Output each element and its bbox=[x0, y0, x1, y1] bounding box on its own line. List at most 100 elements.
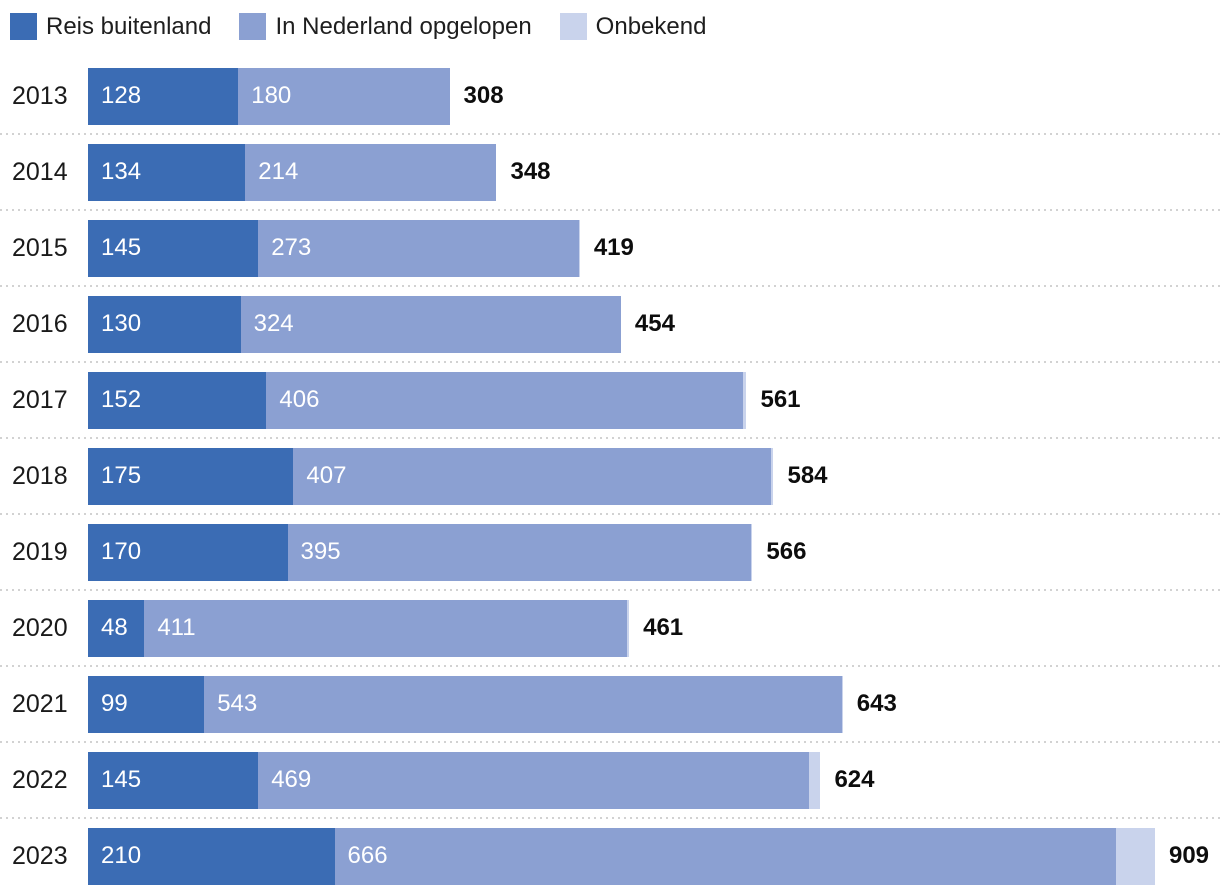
bar-segment-reis-buitenland: 170 bbox=[88, 523, 288, 581]
bar-segment-in-nederland-opgelopen: 543 bbox=[204, 675, 842, 733]
legend-item-in-nederland-opgelopen: In Nederland opgelopen bbox=[239, 13, 532, 40]
bar-value-label: 407 bbox=[306, 462, 347, 489]
total-label: 454 bbox=[634, 310, 675, 337]
year-label: 2020 bbox=[12, 613, 68, 642]
stacked-bar: 48 411 bbox=[88, 599, 630, 657]
bar-value-label: 145 bbox=[101, 766, 142, 793]
year-label: 2019 bbox=[12, 537, 68, 566]
stacked-bar: 130 324 bbox=[88, 295, 621, 353]
bar-segment-in-nederland-opgelopen: 406 bbox=[266, 371, 743, 429]
total-label: 461 bbox=[643, 614, 684, 641]
bar-segment-in-nederland-opgelopen: 395 bbox=[287, 523, 752, 581]
chart-row: 2019 170 395 566 bbox=[0, 514, 1220, 591]
total-label: 566 bbox=[766, 538, 807, 565]
year-label: 2016 bbox=[12, 309, 68, 338]
stacked-bar: 175 407 bbox=[88, 447, 774, 505]
year-label: 2021 bbox=[12, 689, 68, 718]
year-label: 2017 bbox=[12, 385, 68, 414]
bar-value-label: 324 bbox=[253, 310, 294, 337]
bar-value-label: 273 bbox=[271, 234, 312, 261]
chart-row: 2013 128 180 308 bbox=[0, 58, 1220, 135]
bar-segment-in-nederland-opgelopen: 407 bbox=[293, 447, 772, 505]
chart-row: 2021 99 543 643 bbox=[0, 666, 1220, 743]
chart-row: 2018 175 407 584 bbox=[0, 438, 1220, 515]
bar-segment-in-nederland-opgelopen: 324 bbox=[240, 295, 621, 353]
bar-value-label: 469 bbox=[271, 766, 312, 793]
total-label: 624 bbox=[834, 766, 875, 793]
bar-segment-reis-buitenland: 48 bbox=[88, 599, 145, 657]
bar-segment-reis-buitenland: 210 bbox=[88, 827, 335, 885]
legend-swatch-onbekend bbox=[559, 13, 587, 40]
bar-segment-in-nederland-opgelopen: 273 bbox=[258, 219, 579, 277]
chart-row: 2022 145 469 624 bbox=[0, 742, 1220, 819]
year-label: 2022 bbox=[12, 765, 68, 794]
bar-segment-onbekend bbox=[742, 371, 747, 429]
bar-value-label: 152 bbox=[101, 386, 142, 413]
bar-segment-onbekend bbox=[626, 599, 630, 657]
bar-segment-onbekend bbox=[771, 447, 774, 505]
bar-value-label: 130 bbox=[101, 310, 142, 337]
bar-value-label: 134 bbox=[101, 158, 142, 185]
bar-segment-in-nederland-opgelopen: 214 bbox=[245, 143, 497, 201]
bar-value-label: 48 bbox=[101, 614, 128, 641]
bar-value-label: 145 bbox=[101, 234, 142, 261]
bar-segment-in-nederland-opgelopen: 411 bbox=[144, 599, 627, 657]
bar-segment-in-nederland-opgelopen: 180 bbox=[238, 67, 450, 125]
chart-row: 2016 130 324 454 bbox=[0, 286, 1220, 363]
stacked-bar: 145 469 bbox=[88, 751, 821, 809]
stacked-bar: 152 406 bbox=[88, 371, 747, 429]
bar-segment-reis-buitenland: 134 bbox=[88, 143, 246, 201]
chart-row: 2023 210 666 909 bbox=[0, 818, 1220, 894]
bar-value-label: 411 bbox=[157, 614, 196, 641]
chart-row: 2017 152 406 561 bbox=[0, 362, 1220, 439]
total-label: 643 bbox=[856, 690, 897, 717]
total-label: 909 bbox=[1168, 842, 1210, 869]
bar-segment-reis-buitenland: 128 bbox=[88, 67, 239, 125]
legend-item-onbekend: Onbekend bbox=[559, 13, 707, 40]
chart-row: 2020 48 411 461 bbox=[0, 590, 1220, 667]
legend-label: Onbekend bbox=[595, 13, 707, 40]
chart-row: 2015 145 273 419 bbox=[0, 210, 1220, 287]
bar-segment-onbekend bbox=[808, 751, 821, 809]
year-label: 2015 bbox=[12, 233, 68, 262]
bar-value-label: 666 bbox=[347, 842, 388, 869]
legend-item-reis-buitenland: Reis buitenland bbox=[10, 13, 211, 40]
bar-value-label: 214 bbox=[258, 158, 299, 185]
bar-segment-reis-buitenland: 145 bbox=[88, 219, 259, 277]
total-label: 308 bbox=[463, 82, 504, 109]
bar-value-label: 180 bbox=[251, 82, 292, 109]
legend: Reis buitenland In Nederland opgelopen O… bbox=[0, 0, 1220, 40]
bar-value-label: 99 bbox=[101, 690, 128, 717]
legend-label: Reis buitenland bbox=[46, 13, 212, 40]
year-label: 2018 bbox=[12, 461, 68, 490]
bar-value-label: 170 bbox=[101, 538, 142, 565]
bar-segment-in-nederland-opgelopen: 469 bbox=[258, 751, 809, 809]
bar-value-label: 543 bbox=[217, 690, 258, 717]
bar-segment-reis-buitenland: 99 bbox=[88, 675, 205, 733]
bar-segment-onbekend bbox=[1116, 827, 1155, 885]
bar-segment-onbekend bbox=[841, 675, 843, 733]
bar-segment-onbekend bbox=[751, 523, 753, 581]
bar-value-label: 128 bbox=[101, 82, 142, 109]
bar-segment-reis-buitenland: 145 bbox=[88, 751, 259, 809]
year-label: 2023 bbox=[12, 841, 68, 870]
bar-segment-in-nederland-opgelopen: 666 bbox=[334, 827, 1117, 885]
chart-row: 2014 134 214 348 bbox=[0, 134, 1220, 211]
year-label: 2013 bbox=[12, 81, 68, 110]
stacked-bar-chart: 2013 128 180 308 2014 134 214 348 2015 145 273 419 2… bbox=[0, 58, 1220, 894]
bar-value-label: 175 bbox=[101, 462, 142, 489]
bar-segment-reis-buitenland: 175 bbox=[88, 447, 294, 505]
bar-segment-onbekend bbox=[578, 219, 580, 277]
year-label: 2014 bbox=[12, 157, 68, 186]
total-label: 348 bbox=[510, 158, 551, 185]
bar-value-label: 395 bbox=[300, 538, 341, 565]
legend-swatch-in-nederland-opgelopen bbox=[239, 13, 267, 40]
legend-label: In Nederland opgelopen bbox=[275, 13, 532, 40]
stacked-bar: 99 543 bbox=[88, 675, 843, 733]
stacked-bar: 210 666 bbox=[88, 827, 1155, 885]
bar-segment-reis-buitenland: 130 bbox=[88, 295, 241, 353]
bar-segment-reis-buitenland: 152 bbox=[88, 371, 267, 429]
stacked-bar: 128 180 bbox=[88, 67, 450, 125]
total-label: 561 bbox=[760, 386, 801, 413]
bar-value-label: 406 bbox=[279, 386, 320, 413]
